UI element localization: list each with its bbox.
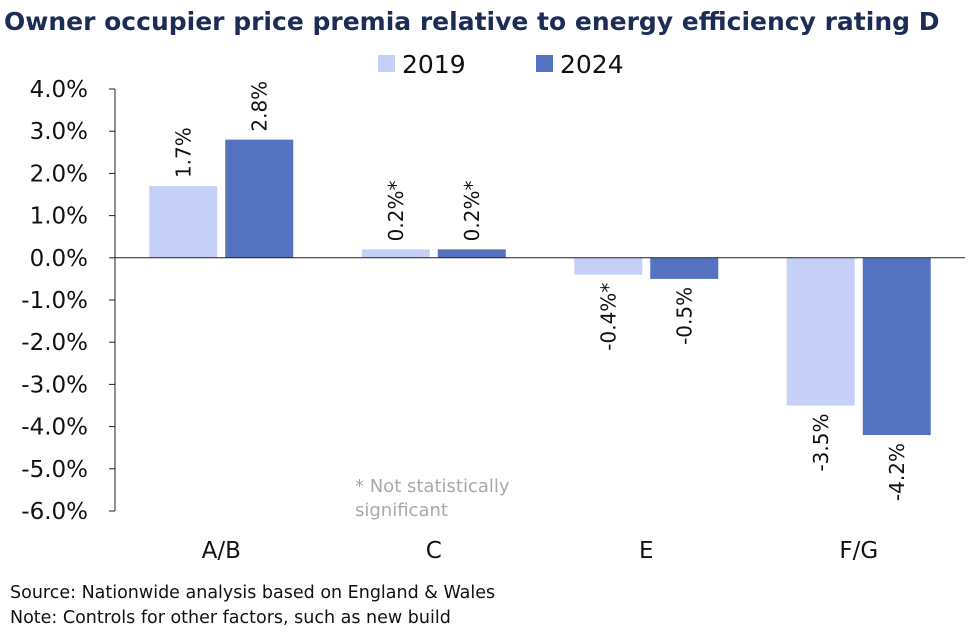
y-tick-label: 1.0% (30, 204, 88, 230)
y-tick-label: -5.0% (21, 457, 88, 483)
data-labels: 1.7% 2.8% 0.2%* 0.2%* -0.4%* -0.5% -3.5% -4.2% (171, 81, 909, 501)
data-label-2024-E: -0.5% (672, 287, 696, 345)
data-label-2024-FG: -4.2% (885, 443, 909, 501)
y-tick-label: 0.0% (30, 246, 88, 272)
y-axis: 4.0% 3.0% 2.0% 1.0% 0.0% -1.0% -2.0% -3.0% -4.0%… (21, 77, 116, 525)
bar-2019-AB (149, 186, 218, 258)
y-tick-label: 4.0% (30, 77, 88, 103)
category-label: E (639, 538, 654, 564)
bar-2024-FG (862, 257, 931, 436)
y-tick-label: -1.0% (21, 288, 88, 314)
chart-title: Owner occupier price premia relative to … (4, 7, 939, 36)
legend: 2019 2024 (378, 50, 624, 79)
annotation-line-1: * Not statistically (355, 476, 510, 497)
data-label-2019-AB: 1.7% (171, 127, 195, 178)
y-tick-label: -3.0% (21, 372, 88, 398)
footer-note: Note: Controls for other factors, such a… (10, 608, 451, 628)
data-label-2019-FG: -3.5% (809, 414, 833, 472)
legend-swatch-2024 (536, 55, 553, 72)
legend-swatch-2019 (378, 55, 395, 72)
data-label-2019-C: 0.2%* (384, 181, 408, 242)
y-tick-label: 2.0% (30, 161, 88, 187)
x-axis: A/B C E F/G (115, 257, 965, 564)
bar-2019-C (361, 249, 430, 258)
legend-label-2024: 2024 (560, 50, 624, 79)
bar-2019-FG (786, 257, 855, 406)
legend-label-2019: 2019 (402, 50, 466, 79)
data-label-2024-AB: 2.8% (247, 81, 271, 132)
category-label: F/G (839, 538, 878, 564)
y-tick-label: -6.0% (21, 499, 88, 525)
data-label-2024-C: 0.2%* (460, 181, 484, 242)
bar-2024-E (650, 257, 719, 279)
footer-source: Source: Nationwide analysis based on Eng… (10, 583, 495, 603)
bars (149, 139, 931, 436)
bar-2024-AB (225, 139, 294, 258)
y-tick-label: -2.0% (21, 330, 88, 356)
bar-2024-C (437, 249, 506, 258)
data-label-2019-E: -0.4%* (596, 283, 620, 351)
y-tick-label: -4.0% (21, 415, 88, 441)
category-label: A/B (202, 538, 241, 564)
category-label: C (426, 538, 442, 564)
bar-2019-E (574, 257, 643, 275)
y-tick-label: 3.0% (30, 119, 88, 145)
annotation-line-2: significant (355, 500, 448, 521)
